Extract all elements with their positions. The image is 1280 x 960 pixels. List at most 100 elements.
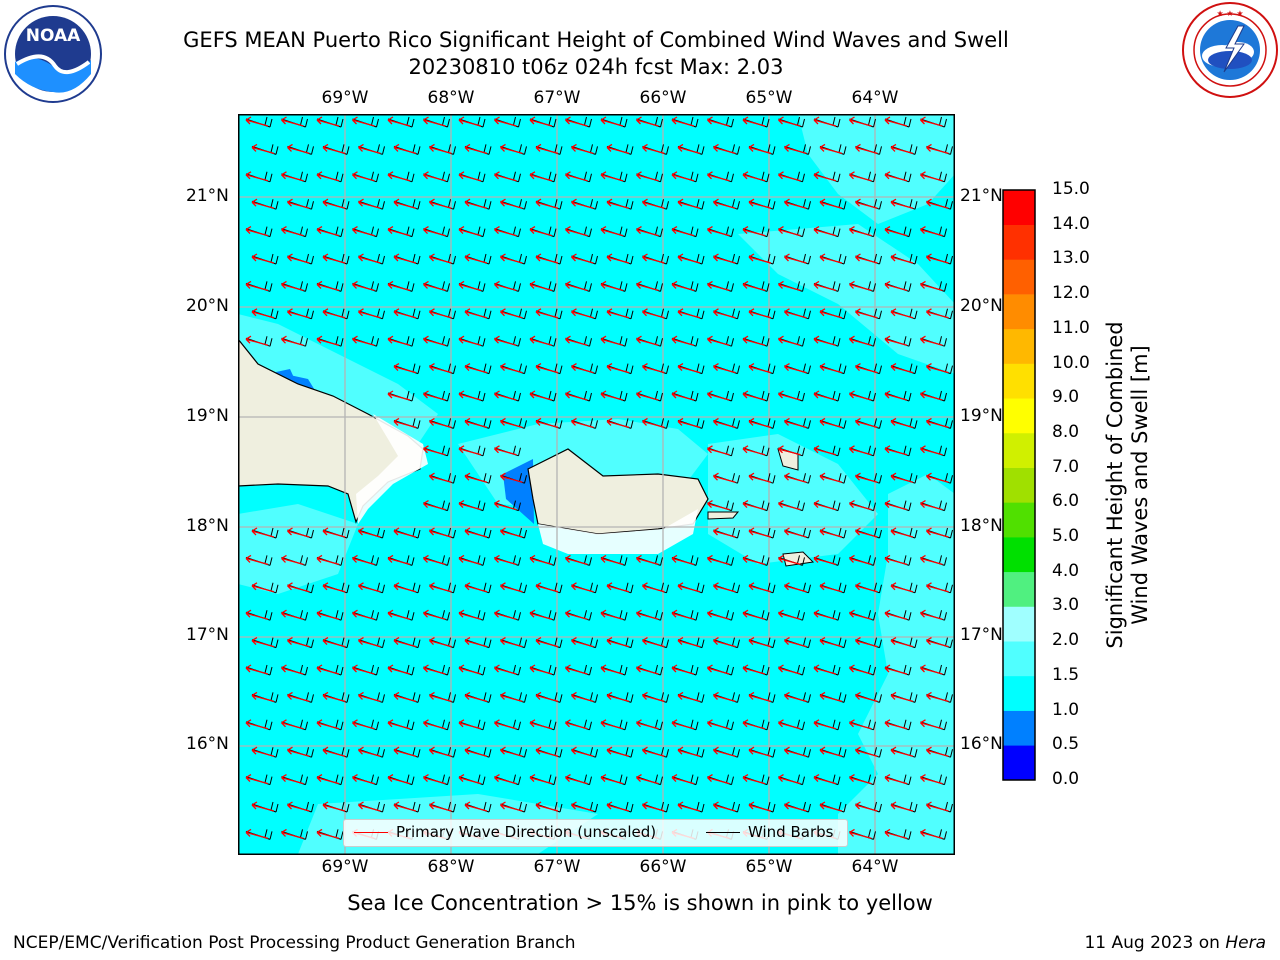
wave-direction-arrow (600, 171, 624, 182)
colorbar-tick-label: 13.0 (1052, 248, 1090, 269)
wave-direction-arrow (529, 171, 553, 182)
wave-direction-arrow (565, 774, 588, 785)
wave-direction-arrow (535, 417, 559, 429)
wave-direction-arrow (671, 774, 695, 785)
footer-date: 11 Aug 2023 on Hera (1084, 933, 1266, 953)
wave-direction-arrow (423, 445, 446, 456)
wave-direction-arrow (358, 801, 381, 812)
wave-direction-arrow (884, 664, 908, 675)
wave-direction-arrow (429, 472, 452, 483)
wave-direction-arrow (890, 363, 914, 374)
wave-direction-arrow (784, 308, 807, 319)
wave-direction-arrow (316, 171, 340, 182)
wave-direction-arrow (423, 335, 446, 346)
wave-direction-arrow (849, 116, 872, 127)
wave-direction-arrow (600, 390, 624, 401)
wave-direction-arrow (890, 746, 914, 757)
wave-direction-arrow (571, 417, 594, 429)
wave-direction-arrow (849, 609, 872, 620)
wave-direction-arrow (529, 280, 553, 292)
wave-direction-arrow (322, 582, 346, 593)
wave-direction-arrow (500, 582, 523, 593)
wave-direction-arrow (287, 801, 310, 812)
wave-direction-arrow (642, 417, 665, 429)
wave-direction-arrow (281, 828, 304, 840)
wave-direction-arrow (494, 445, 517, 456)
colorbar-tick-label: 4.0 (1052, 560, 1080, 581)
colorbar-tick-label: 6.0 (1052, 491, 1080, 512)
wave-direction-arrow (671, 554, 695, 566)
wave-direction-arrow (500, 527, 523, 538)
colorbar-tick-label: 3.0 (1052, 595, 1080, 616)
wave-direction-arrow (571, 746, 594, 757)
wave-direction-arrow (606, 253, 630, 264)
wave-direction-arrow (458, 280, 482, 292)
wave-direction-arrow (429, 363, 452, 374)
wave-direction-arrow (529, 664, 553, 675)
wave-direction-arrow (742, 445, 766, 456)
wave-direction-arrow (245, 226, 269, 237)
wave-direction-arrow (458, 445, 482, 456)
wave-direction-arrow (287, 746, 310, 757)
wave-direction-arrow (387, 719, 411, 730)
wave-direction-arrow (464, 637, 488, 648)
colorbar-tick-label: 10.0 (1052, 352, 1090, 373)
wave-direction-arrow (849, 226, 872, 237)
wave-direction-arrow (713, 691, 736, 703)
colorbar-segment (1003, 363, 1035, 399)
wave-direction-arrow (606, 308, 630, 319)
wave-direction-arrow (429, 417, 452, 429)
wave-direction-arrow (819, 527, 843, 538)
wave-direction-arrow (571, 198, 594, 209)
wave-direction-arrow (565, 609, 588, 620)
wave-direction-arrow (464, 582, 488, 593)
wave-direction-arrow (926, 363, 949, 374)
wave-direction-arrow (784, 746, 807, 757)
wave-direction-arrow (748, 417, 772, 429)
wave-direction-arrow (636, 171, 659, 182)
wave-direction-arrow (849, 500, 872, 511)
colorbar-tick-label: 9.0 (1052, 387, 1080, 408)
colorbar-segment (1003, 294, 1035, 330)
lat-label-right-16n: 16°N (960, 734, 1003, 754)
wave-direction-arrow (565, 719, 588, 730)
wave-direction-arrow (251, 198, 275, 209)
wave-direction-arrow (500, 253, 523, 264)
wave-direction-arrow (707, 500, 730, 511)
wave-direction-arrow (529, 335, 553, 346)
wave-direction-arrow (352, 554, 375, 566)
lon-label-top-67w: 67°W (533, 88, 581, 108)
wave-direction-arrow (926, 472, 949, 483)
wave-direction-arrow (884, 116, 908, 127)
wave-direction-arrow (494, 554, 517, 566)
wave-direction-arrow (251, 801, 275, 812)
colorbar-segment (1003, 606, 1035, 642)
lon-label-top-68w: 68°W (427, 88, 475, 108)
wave-direction-arrow (748, 143, 772, 155)
wave-direction-arrow (565, 390, 588, 401)
wave-direction-arrow (926, 143, 949, 155)
wave-direction-arrow (890, 691, 914, 703)
wave-direction-arrow (251, 308, 275, 319)
wave-direction-arrow (316, 828, 340, 840)
wave-direction-arrow (813, 609, 837, 620)
colorbar-tick-label: 14.0 (1052, 213, 1090, 234)
wave-direction-arrow (677, 253, 701, 264)
wave-direction-arrow (352, 609, 375, 620)
wave-direction-arrow (713, 363, 736, 374)
wave-direction-arrow (642, 801, 665, 812)
wave-direction-arrow (464, 198, 488, 209)
wave-direction-arrow (494, 226, 517, 237)
wave-direction-arrow (671, 280, 695, 292)
wave-direction-arrow (813, 171, 837, 182)
wave-direction-arrow (565, 226, 588, 237)
wave-direction-arrow (920, 335, 943, 346)
wave-direction-arrow (849, 445, 872, 456)
wave-direction-arrow (707, 171, 730, 182)
wave-direction-arrow (535, 801, 559, 812)
lon-label-bottom-68w: 68°W (427, 857, 475, 877)
wave-direction-arrow (322, 527, 346, 538)
wave-direction-arrow (813, 554, 837, 566)
lat-label-left-16n: 16°N (186, 734, 229, 754)
colorbar-tick-label: 5.0 (1052, 526, 1080, 547)
